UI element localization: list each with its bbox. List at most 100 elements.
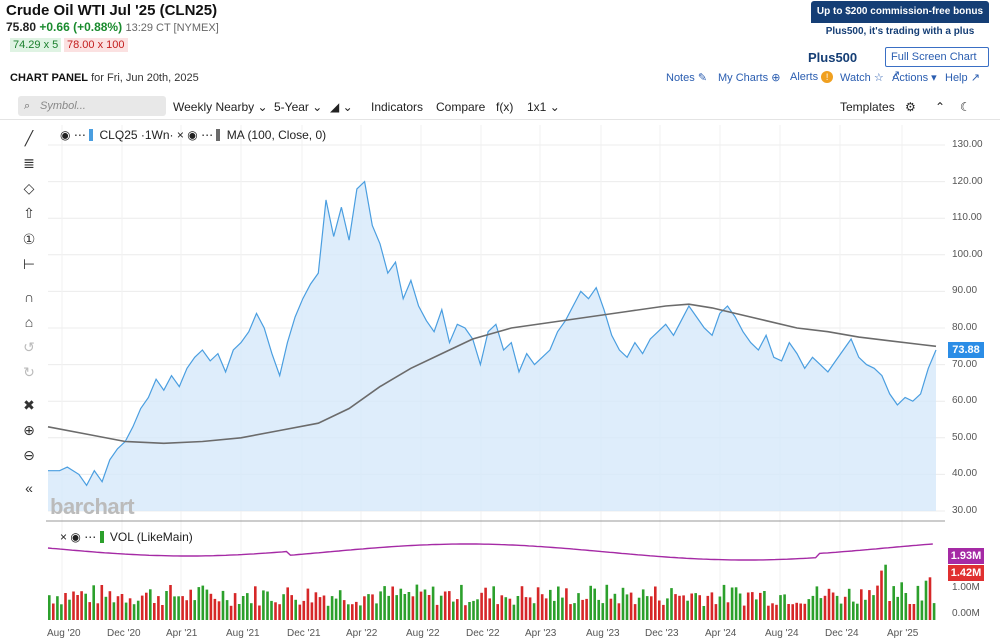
collapse-icon[interactable]: ⌃ [935,100,946,114]
volume-bar [278,604,281,620]
volume-bar [48,595,51,620]
x-axis-label: Dec '20 [107,628,141,639]
watch-link[interactable]: Watch ☆ [840,71,884,84]
volume-bar [330,596,334,620]
shape-tool-icon[interactable]: ◇ [23,180,35,196]
fibonacci-tool-icon[interactable]: ≣ [23,155,35,171]
notes-link[interactable]: Notes ✎ [666,71,707,84]
volume-bar [714,604,718,620]
volume-axis-label: 0.00M [952,608,980,619]
volume-bar [532,603,536,620]
x-axis-label: Apr '24 [705,628,737,639]
actions-menu[interactable]: Actions ▾ [892,71,937,84]
price-legend[interactable]: ◉ ⋯ CLQ25 ·1Wn· × ◉ ⋯ MA (100, Close, 0) [60,128,326,142]
volume-bar [585,598,588,620]
volume-bar [508,598,512,620]
volume-legend[interactable]: × ◉ ⋯ VOL (LikeMain) [60,530,193,544]
volume-bar [722,584,726,620]
volume-bar [221,590,225,620]
volume-bar [225,600,229,620]
volume-bar [367,594,370,620]
volume-bar [492,586,495,620]
volume-bar [775,604,778,620]
alerts-link[interactable]: Alerts ! [790,71,834,83]
volume-bar [803,603,807,620]
volume-bar [371,594,374,620]
external-link-icon: ↗ [891,69,901,81]
settings-gear-icon[interactable]: ⚙ [905,100,916,114]
undo-icon[interactable]: ↺ [23,339,35,355]
layout-select[interactable]: 1x1 ⌄ [527,100,560,114]
arrow-tool-icon[interactable]: ⇧ [23,205,35,221]
compare-button[interactable]: Compare [436,100,486,114]
function-button[interactable]: f(x) [496,100,514,114]
volume-bar [136,600,140,620]
actions-label: Actions [892,72,929,84]
promo-banner[interactable]: Up to $200 commission-free bonus Plus500… [811,1,989,40]
trash-icon[interactable]: ✖ [23,397,35,413]
eye-icon[interactable]: ◉ [187,128,198,142]
x-axis-label: Aug '20 [47,628,81,639]
volume-bar [852,601,855,620]
volume-bar [153,603,156,620]
volume-bar [452,601,455,620]
volume-bar [379,591,382,620]
trendline-tool-icon[interactable]: ╱ [24,130,34,146]
volume-bar [932,603,936,620]
volume-bar [181,596,184,620]
y-axis-label: 120.00 [952,175,983,187]
chart-type-select[interactable]: ◢ ⌄ [330,100,353,114]
volume-bar [326,605,330,620]
notes-label: Notes [666,72,695,84]
volume-bar [888,601,891,620]
volume-bar [706,595,710,620]
symbol-search-input[interactable]: ⌕ Symbol... [18,96,166,116]
eye-icon[interactable]: ◉ [60,128,71,142]
my-charts-link[interactable]: My Charts ⊕ [718,71,780,84]
redo-icon[interactable]: ↻ [23,364,35,380]
chart-toolbar: ⌕ Symbol... Weekly Nearby ⌄ 5-Year ⌄ ◢ ⌄… [0,92,1000,120]
volume-bar [694,593,697,620]
full-screen-chart-button[interactable]: Full Screen Chart ↗ [885,47,989,81]
eye-icon[interactable]: ◉ [70,530,81,544]
plus500-logo[interactable]: Plus500 [808,50,858,65]
measure-tool-icon[interactable]: ⊢ [22,256,36,272]
quote-line: 75.80 +0.66 (+0.88%) 13:29 CT [NYMEX] [6,20,219,34]
magnet-icon[interactable]: ∩ [23,289,35,305]
volume-bar [831,592,835,620]
volume-bar [569,604,572,620]
nearby-select[interactable]: Weekly Nearby ⌄ [173,100,268,114]
volume-bar [431,586,435,620]
collapse-sidebar-icon[interactable]: « [25,480,33,496]
volume-bar [557,586,560,620]
volume-bar [561,597,564,620]
more-icon[interactable]: ⋯ [84,530,97,544]
volume-bar [763,591,766,620]
zoom-in-icon[interactable]: ⊕ [23,422,35,438]
volume-bar [892,586,895,620]
annotation-tool-icon[interactable]: ① [22,231,36,247]
volume-bar [310,602,314,620]
chevron-down-icon: ⌄ [549,100,560,114]
y-axis-label: 110.00 [952,212,982,224]
period-select[interactable]: 5-Year ⌄ [274,100,322,114]
volume-bar [145,592,148,620]
close-icon[interactable]: × [176,128,184,142]
close-icon[interactable]: × [60,530,68,544]
page-title: Crude Oil WTI Jul '25 (CLN25) [6,2,218,19]
more-icon[interactable]: ⋯ [201,128,214,142]
indicators-button[interactable]: Indicators [371,100,424,114]
volume-bar [928,577,932,620]
dark-mode-icon[interactable]: ☾ [960,100,971,114]
more-icon[interactable]: ⋯ [73,128,86,142]
volume-bar [266,591,269,620]
volume-bar [116,596,120,620]
volume-bar [472,600,475,620]
lock-icon[interactable]: ⌂ [24,314,34,330]
volume-ma-tag: 1.93M [948,548,984,564]
watch-label: Watch [840,72,871,84]
zoom-out-icon[interactable]: ⊖ [23,447,35,463]
help-link[interactable]: Help ↗ [945,71,980,84]
templates-button[interactable]: Templates [840,100,895,114]
